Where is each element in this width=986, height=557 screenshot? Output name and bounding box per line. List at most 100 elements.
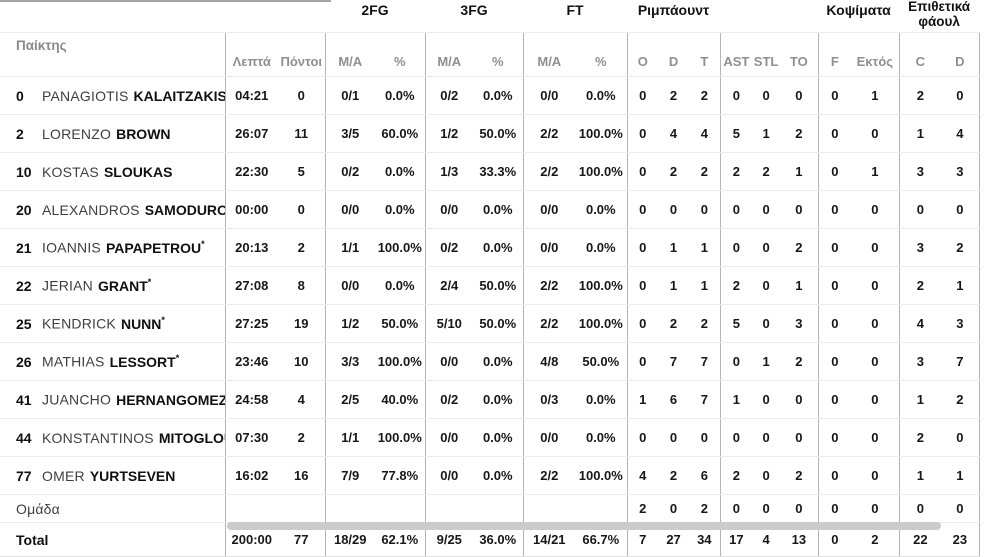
- blk-f-cell: 0: [817, 342, 852, 381]
- col-header-to: TO: [780, 32, 819, 77]
- player-cell: 22 JERIAN GRANT*: [0, 266, 225, 305]
- player-last-name: BROWN: [116, 125, 171, 142]
- 2fg-pct-cell: 0.0%: [375, 76, 426, 115]
- player-first-name: KOSTAS: [42, 163, 99, 180]
- ast-cell: 5: [719, 114, 753, 153]
- player-first-name: Ομάδα: [16, 500, 60, 517]
- horizontal-scrollbar-thumb[interactable]: [227, 522, 941, 530]
- reb-t-cell: 2: [689, 152, 721, 191]
- col-header-reb-t: T: [689, 32, 721, 77]
- player-number: 77: [16, 467, 32, 484]
- ast-cell: 1: [719, 380, 753, 419]
- player-last-name: KALAITZAKIS: [133, 87, 225, 104]
- blk-out-cell: 0: [851, 114, 900, 153]
- minutes-cell: 16:02: [224, 456, 278, 495]
- stl-cell: 0: [752, 190, 781, 229]
- 3fg-ma-cell: 2/4: [424, 266, 474, 305]
- points-cell: 11: [278, 114, 325, 153]
- stl-cell: 0: [752, 76, 781, 115]
- reb-o-cell: 0: [626, 190, 659, 229]
- player-cell: 20ALEXANDROSSAMODUROV*: [0, 190, 225, 229]
- ast-cell: 0: [719, 418, 753, 457]
- table-row: Ομάδα* 2 0 2 0 0 0 0 0 0 0: [0, 494, 980, 523]
- minutes-cell: 24:58: [224, 380, 278, 419]
- ast-cell: 0: [719, 342, 753, 381]
- 3fg-pct-cell: 33.3%: [473, 152, 524, 191]
- player-cell: 44KONSTANTINOSMITOGLOU*: [0, 418, 225, 457]
- player-last-name: PAPAPETROU: [105, 239, 202, 256]
- 2fg-pct-cell: 77.8%: [375, 456, 426, 495]
- reb-d-cell: 6: [658, 380, 690, 419]
- player-last-name: NUNN: [120, 315, 162, 332]
- minutes-cell: 20:13: [224, 228, 278, 267]
- ft-ma-cell: 4/8: [522, 342, 576, 381]
- group-header-rebounds: Ριμπάουντ: [627, 0, 721, 33]
- player-last-name: YURTSEVEN: [89, 467, 176, 484]
- ast-cell: 2: [719, 152, 753, 191]
- ft-pct-cell: 100.0%: [575, 114, 628, 153]
- player-number: 41: [16, 391, 32, 408]
- player-number: 44: [16, 429, 32, 446]
- starter-mark: *: [161, 315, 165, 326]
- 2fg-pct-cell: 60.0%: [375, 114, 426, 153]
- ast-cell: 5: [719, 304, 753, 343]
- blk-out-cell: 0: [851, 494, 900, 523]
- 3fg-ma-cell: 1/3: [424, 152, 474, 191]
- ft-pct-cell: 100.0%: [575, 152, 628, 191]
- group-header-2fg: 2FG: [325, 0, 426, 33]
- 2fg-pct-cell: 100.0%: [375, 342, 426, 381]
- col-header-3fg-ma: M/A: [424, 32, 474, 77]
- 3fg-ma-cell: 5/10: [424, 304, 474, 343]
- player-last-name: SAMODUROV: [144, 201, 225, 218]
- reb-o-cell: 0: [626, 228, 659, 267]
- foul-d-cell: 0: [941, 190, 980, 229]
- player-number: 20: [16, 201, 32, 218]
- foul-c-cell: 1: [898, 456, 942, 495]
- foul-d-cell: 0: [941, 494, 980, 523]
- group-header-blocks: Κοψίματα: [818, 0, 900, 33]
- 2fg-pct-cell: [375, 494, 426, 523]
- reb-o-cell: 2: [626, 494, 659, 523]
- blk-f-cell: 0: [817, 190, 852, 229]
- ft-pct-cell: 0.0%: [575, 380, 628, 419]
- table-row: 44KONSTANTINOSMITOGLOU* 07:30 2 1/1 100.…: [0, 418, 980, 457]
- foul-d-cell: 3: [941, 152, 980, 191]
- player-first-name: PANAGIOTIS: [42, 87, 129, 104]
- to-cell: 3: [780, 304, 819, 343]
- reb-t-cell: 6: [689, 456, 721, 495]
- starter-mark: *: [201, 239, 205, 250]
- ft-pct-cell: 0.0%: [575, 418, 628, 457]
- reb-t-cell: 0: [689, 418, 721, 457]
- reb-d-cell: 2: [658, 456, 690, 495]
- col-header-ft-ma: M/A: [522, 32, 576, 77]
- to-cell: 2: [780, 342, 819, 381]
- 3fg-pct-cell: 0.0%: [473, 190, 524, 229]
- ft-ma-cell: 2/2: [522, 152, 576, 191]
- 3fg-pct-cell: 0.0%: [473, 380, 524, 419]
- stl-cell: 2: [752, 152, 781, 191]
- player-number: 22: [16, 277, 32, 294]
- blk-f-cell: 0: [817, 76, 852, 115]
- ast-cell: 2: [719, 456, 753, 495]
- reb-t-cell: 2: [689, 494, 721, 523]
- foul-d-cell: 0: [941, 76, 980, 115]
- reb-o-cell: 4: [626, 456, 659, 495]
- 2fg-pct-cell: 0.0%: [375, 152, 426, 191]
- player-cell: Ομάδα*: [0, 494, 225, 523]
- ft-ma-cell: 0/0: [522, 190, 576, 229]
- col-header-minutes: Λεπτά: [224, 32, 278, 77]
- player-cell: 26 MATHIAS LESSORT*: [0, 342, 225, 381]
- to-cell: 0: [780, 380, 819, 419]
- 2fg-pct-cell: 0.0%: [375, 266, 426, 305]
- player-cell: 21 IOANNIS PAPAPETROU*: [0, 228, 225, 267]
- 3fg-pct-cell: 0.0%: [473, 342, 524, 381]
- to-cell: 1: [780, 152, 819, 191]
- points-cell: 0: [278, 190, 325, 229]
- ft-pct-cell: 100.0%: [575, 456, 628, 495]
